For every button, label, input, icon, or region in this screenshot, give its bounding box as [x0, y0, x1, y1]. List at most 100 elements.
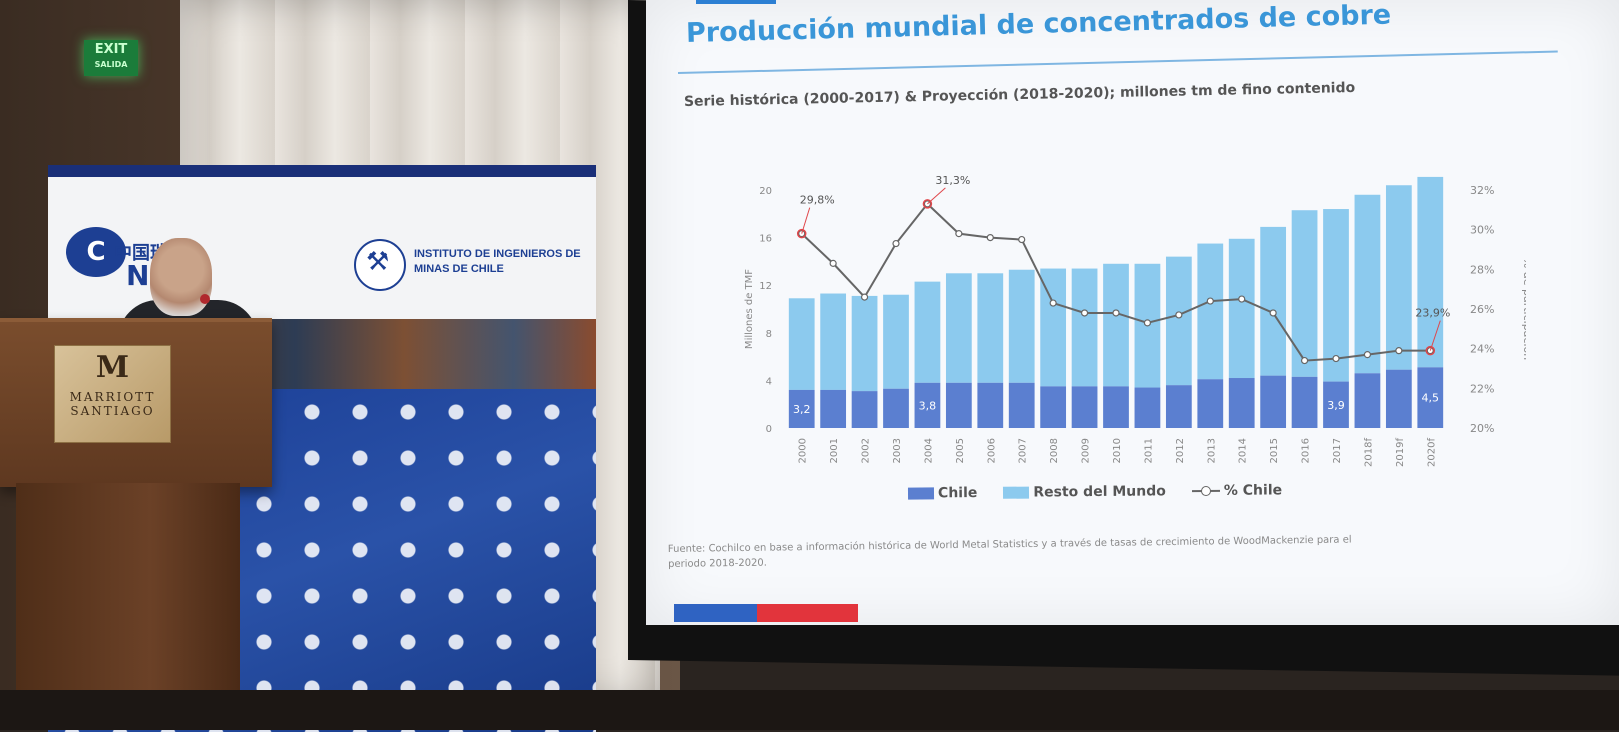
- legend-swatch-pct-chile: [1191, 489, 1220, 493]
- point-pct-chile: [1269, 309, 1277, 317]
- data-label-chile: 4,5: [1422, 392, 1440, 405]
- x-axis-tick-label: 2007: [1018, 438, 1029, 463]
- y-axis-tick-label: 4: [766, 376, 772, 387]
- bar-chile: [851, 391, 878, 428]
- x-axis-tick-label: 2010: [1112, 438, 1123, 463]
- legend-swatch-chile: [907, 487, 935, 500]
- data-label-leader: [1429, 320, 1441, 351]
- point-pct-chile: [1363, 351, 1372, 359]
- point-pct-chile: [955, 230, 963, 238]
- slide-title: Producción mundial de concentrados de co…: [685, 0, 1392, 49]
- x-axis-tick-label: 2020f: [1426, 438, 1437, 467]
- bar-chile: [1071, 386, 1098, 428]
- bar-resto-del-mundo: [1228, 238, 1255, 379]
- institute-seal-icon: [354, 239, 406, 291]
- highlight-marker: [922, 199, 933, 209]
- bar-resto-del-mundo: [1323, 209, 1349, 382]
- point-pct-chile: [1143, 319, 1152, 327]
- y-axis-tick-label: 0: [766, 424, 772, 435]
- y2-axis-tick-label: 22%: [1470, 382, 1494, 395]
- x-axis-tick-label: 2016: [1301, 438, 1312, 463]
- x-axis-tick-label: 2005: [955, 438, 966, 463]
- bar-chile: [1354, 373, 1381, 428]
- x-axis-tick-label: 2014: [1238, 438, 1249, 463]
- y-axis-tick-label: 12: [759, 281, 772, 292]
- bar-resto-del-mundo: [1165, 256, 1192, 386]
- point-pct-chile: [986, 233, 994, 242]
- bar-resto-del-mundo: [1103, 263, 1129, 387]
- point-pct-chile: [1175, 311, 1183, 319]
- podium-base: [16, 483, 240, 730]
- data-label-chile: 3,2: [793, 403, 811, 416]
- data-label-pct-chile: 31,3%: [935, 174, 970, 187]
- y2-axis-tick-label: 28%: [1470, 263, 1494, 276]
- bar-resto-del-mundo: [1385, 185, 1412, 370]
- bar-chile: [1134, 387, 1161, 428]
- y-axis-tick-label: 20: [759, 186, 772, 197]
- y2-axis-tick-label: 20%: [1470, 422, 1494, 435]
- y2-axis-tick-label: 32%: [1470, 184, 1494, 197]
- bar-resto-del-mundo: [1354, 194, 1381, 374]
- bar-chile: [1291, 376, 1318, 428]
- bar-chile: [1008, 382, 1035, 428]
- x-axis-tick-label: 2017: [1332, 438, 1343, 463]
- legend-item-chile: Chile: [907, 485, 977, 502]
- point-pct-chile: [860, 293, 869, 301]
- x-axis-tick-label: 2018f: [1363, 438, 1374, 467]
- legend-label-resto: Resto del Mundo: [1033, 483, 1166, 501]
- backdrop-logo-band: C 中国瑞林 NERI INSTITUTO DE INGENIEROS DE M…: [48, 177, 596, 319]
- x-axis-tick-label: 2001: [829, 438, 840, 463]
- bar-chile: [1260, 375, 1287, 428]
- slide-footer-flag: [674, 604, 858, 622]
- x-axis-tick-label: 2013: [1206, 438, 1217, 463]
- x-axis-tick-label: 2015: [1269, 438, 1280, 463]
- y2-axis-label: % de participación: [1521, 258, 1526, 360]
- plaque-line-2: SANTIAGO: [70, 404, 155, 418]
- projection-screen: Producción mundial de concentrados de co…: [646, 0, 1619, 625]
- bar-chile: [945, 382, 972, 428]
- bar-chile: [1385, 369, 1412, 428]
- exit-sign-label: EXIT: [94, 42, 128, 57]
- bar-resto-del-mundo: [1260, 226, 1287, 376]
- exit-sign: EXIT SALIDA: [84, 40, 138, 76]
- point-pct-chile: [1332, 354, 1340, 363]
- slide-title-rule: [677, 50, 1558, 74]
- data-label-pct-chile: 23,9%: [1415, 307, 1450, 320]
- bar-resto-del-mundo: [851, 295, 878, 392]
- point-pct-chile: [1080, 309, 1089, 317]
- data-label-leader: [927, 187, 946, 205]
- bar-resto-del-mundo: [820, 293, 847, 390]
- highlight-marker: [1425, 345, 1436, 356]
- y2-axis-tick-label: 30%: [1470, 224, 1494, 237]
- point-pct-chile: [1049, 299, 1057, 307]
- bar-chile: [1165, 385, 1192, 428]
- bar-resto-del-mundo: [977, 273, 1004, 383]
- bar-chile: [883, 388, 909, 428]
- x-axis-tick-label: 2008: [1049, 438, 1060, 463]
- point-pct-chile: [1426, 347, 1434, 355]
- bar-chile: [1197, 379, 1224, 428]
- bar-resto-del-mundo: [914, 281, 941, 383]
- slide-top-accent: [696, 0, 776, 4]
- bar-chile: [820, 389, 847, 428]
- point-pct-chile: [892, 239, 900, 248]
- legend-swatch-resto: [1003, 486, 1030, 499]
- point-pct-chile: [1238, 295, 1246, 303]
- production-chart: 0 4 8 12 16 20 20% 22% 24% 26% 28% 30% 32% Millones d…: [744, 174, 1526, 467]
- bar-resto-del-mundo: [1197, 243, 1224, 380]
- y-axis-tick-label: 16: [759, 234, 772, 245]
- bar-chile: [1103, 386, 1129, 428]
- data-label-chile: 3,9: [1327, 399, 1345, 412]
- point-pct-chile: [1206, 297, 1214, 305]
- bar-chile: [1228, 378, 1255, 428]
- y-axis-tick-label: 8: [766, 329, 772, 340]
- data-label-leader: [801, 207, 811, 234]
- y2-axis-tick-label: 24%: [1470, 343, 1494, 356]
- slide-source-note: Fuente: Cochilco en base a información h…: [667, 534, 1352, 570]
- point-pct-chile: [1112, 309, 1120, 317]
- chart-legend: Chile Resto del Mundo % Chile: [907, 482, 1282, 502]
- x-axis-tick-label: 2003: [892, 438, 903, 463]
- x-axis-tick-label: 2009: [1081, 438, 1092, 463]
- bar-resto-del-mundo: [1040, 268, 1067, 387]
- bar-chile: [977, 382, 1004, 428]
